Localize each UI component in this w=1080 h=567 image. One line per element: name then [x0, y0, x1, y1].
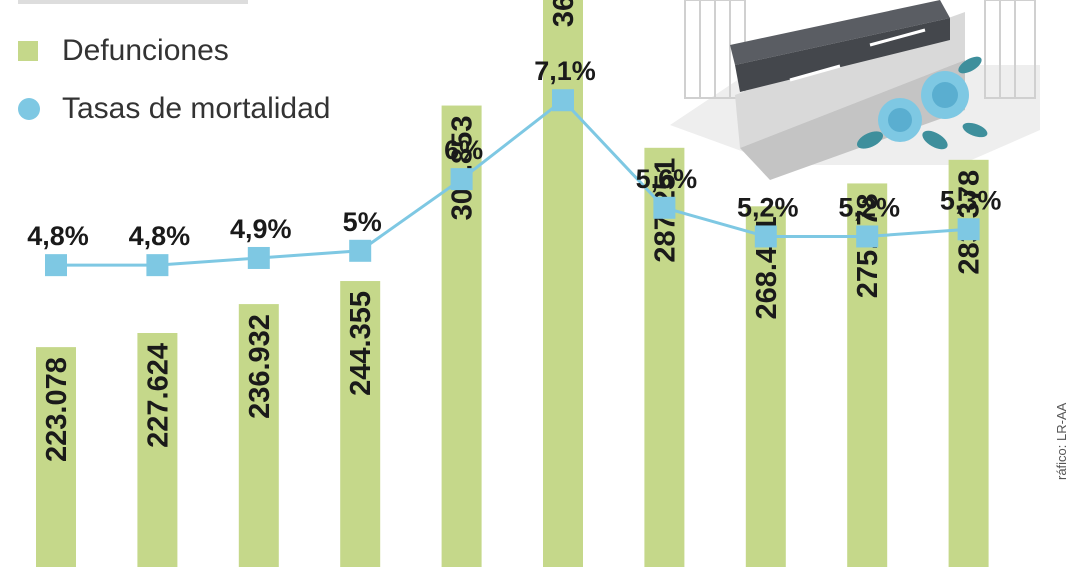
bar-value-label: 363,089 [548, 0, 580, 27]
bar-value-label: 244.355 [345, 291, 377, 396]
legend-label-defunciones: Defunciones [62, 34, 229, 67]
line-value-label: 5,3% [940, 185, 1002, 215]
line-value-label: 5,2% [838, 192, 900, 222]
bar-value-label: 227.624 [142, 343, 174, 448]
line-tasas-mortalidad [56, 98, 969, 267]
coffin-illustration [670, 0, 1040, 180]
line-point-marker [349, 239, 372, 262]
bar-defunciones [745, 206, 786, 567]
line-point-marker [450, 168, 473, 191]
rose-flowers-icon [856, 56, 988, 150]
line-value-label: 5,6% [636, 164, 698, 194]
line-point-marker [957, 218, 980, 241]
legend-swatch-line [18, 98, 40, 120]
line-point-marker [754, 225, 777, 248]
bar-value-label: 236.932 [244, 314, 276, 419]
line-point-marker [552, 89, 574, 112]
bar-defunciones [340, 281, 381, 567]
line-point-marker [247, 246, 270, 269]
line-value-label: 4,8% [129, 221, 191, 251]
bar-defunciones [137, 332, 178, 567]
legend-swatch-bar [18, 41, 38, 61]
line-value-label: 4,9% [230, 214, 292, 244]
line-value-label: 4,8% [27, 221, 89, 251]
bar-value-label: 300.853 [447, 116, 479, 221]
line-value-label: 6% [444, 135, 483, 165]
line-point-marker [45, 254, 67, 277]
line-value-label: 7,1% [534, 56, 596, 86]
line-value-label: 5% [343, 207, 382, 237]
legend-item-tasas: Tasas de mortalidad [18, 92, 330, 126]
line-point-marker [856, 225, 879, 248]
top-divider [18, 0, 248, 4]
bar-defunciones [238, 304, 279, 567]
line-value-label: 5,2% [737, 192, 799, 222]
line-point-marker [146, 254, 169, 277]
bar-defunciones [36, 347, 76, 567]
legend-label-tasas: Tasas de mortalidad [62, 92, 331, 125]
bar-value-label: 223.078 [41, 357, 73, 462]
graphic-credit: ráfico: LR-AA [1054, 402, 1069, 480]
line-point-marker [653, 196, 676, 219]
legend-item-defunciones: Defunciones [18, 34, 229, 68]
